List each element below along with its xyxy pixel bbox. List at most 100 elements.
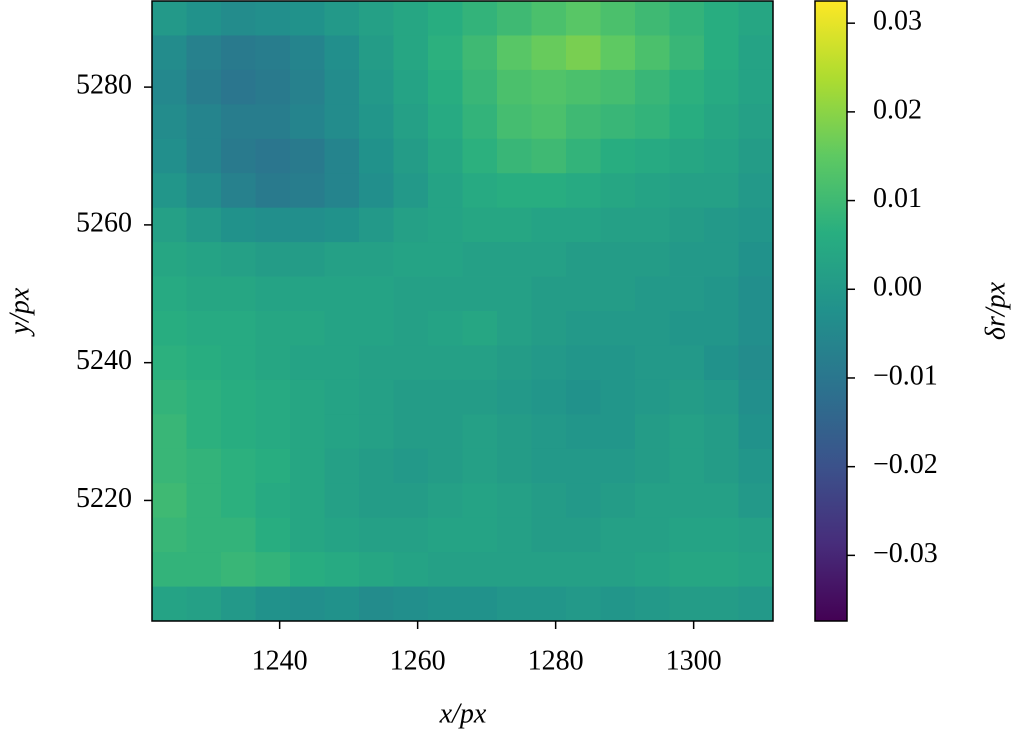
heatmap-cell: [393, 311, 429, 346]
heatmap-cell: [462, 69, 498, 105]
heatmap-cell: [738, 276, 774, 312]
heatmap-cell: [704, 586, 739, 622]
heatmap-cell: [566, 345, 601, 381]
heatmap-cell: [462, 207, 498, 243]
heatmap-cell: [531, 448, 567, 484]
colorbar: [814, 0, 848, 622]
heatmap-cell: [359, 345, 394, 381]
heatmap-cell: [324, 517, 360, 553]
heatmap-cell: [255, 35, 291, 71]
heatmap-cell: [428, 311, 463, 346]
heatmap-cell: [462, 448, 498, 484]
heatmap-cell: [462, 345, 498, 381]
heatmap-cell: [462, 414, 498, 450]
heatmap-cell: [255, 1, 291, 36]
heatmap-cell: [359, 1, 394, 36]
heatmap-cell: [393, 552, 429, 587]
heatmap-cell: [186, 483, 222, 519]
heatmap-cell: [393, 173, 429, 209]
heatmap-cell: [152, 104, 187, 140]
heatmap-cell: [221, 207, 256, 243]
heatmap-cell: [635, 35, 670, 71]
heatmap-cell: [738, 345, 774, 381]
heatmap-cell: [255, 448, 291, 484]
heatmap-cell: [152, 242, 187, 277]
heatmap-cell: [324, 276, 360, 312]
heatmap-cell: [497, 1, 532, 36]
heatmap-cell: [497, 104, 532, 140]
heatmap-cell: [600, 345, 636, 381]
heatmap-cell: [704, 104, 739, 140]
heatmap-cell: [152, 35, 187, 71]
heatmap-cell: [462, 276, 498, 312]
heatmap-cell: [600, 483, 636, 519]
heatmap-cell: [497, 517, 532, 553]
x-tick-label: 1300: [666, 645, 722, 676]
heatmap-cell: [635, 586, 670, 622]
heatmap-cell: [324, 1, 360, 36]
heatmap-cell: [290, 69, 325, 105]
heatmap-cell: [359, 138, 394, 174]
heatmap-cell: [531, 379, 567, 415]
heatmap-cell: [738, 35, 774, 71]
heatmap-cell: [669, 517, 705, 553]
x-tick-label: 1280: [528, 645, 584, 676]
heatmap-cell: [359, 69, 394, 105]
heatmap-cell: [738, 138, 774, 174]
heatmap-cell: [669, 207, 705, 243]
heatmap-cell: [566, 276, 601, 312]
heatmap-cell: [221, 311, 256, 346]
heatmap-cell: [669, 586, 705, 622]
heatmap-cell: [428, 517, 463, 553]
colorbar-tick-label: 0.02: [873, 94, 922, 125]
heatmap-cell: [635, 345, 670, 381]
heatmap-cell: [255, 345, 291, 381]
heatmap-cell: [255, 138, 291, 174]
heatmap-cell: [221, 552, 256, 587]
y-tick-label: 5220: [76, 483, 132, 514]
heatmap-cell: [600, 207, 636, 243]
heatmap-cell: [393, 448, 429, 484]
heatmap-cell: [290, 173, 325, 209]
heatmap-cell: [221, 1, 256, 36]
heatmap-cell: [704, 69, 739, 105]
heatmap-cell: [566, 207, 601, 243]
heatmap-cell: [704, 1, 739, 36]
heatmap-cell: [497, 138, 532, 174]
heatmap-cell: [566, 104, 601, 140]
heatmap-cell: [290, 345, 325, 381]
heatmap-cell: [393, 483, 429, 519]
heatmap-cell: [255, 104, 291, 140]
x-tick-label: 1260: [390, 645, 446, 676]
colorbar-label: δr/px: [980, 281, 1011, 340]
heatmap-cell: [359, 586, 394, 622]
heatmap-cell: [290, 311, 325, 346]
heatmap-cell: [738, 379, 774, 415]
heatmap-cell: [152, 276, 187, 312]
heatmap-cell: [290, 517, 325, 553]
heatmap-cell: [359, 379, 394, 415]
heatmap-cell: [393, 138, 429, 174]
heatmap-cell: [635, 104, 670, 140]
heatmap-cell: [738, 517, 774, 553]
heatmap-cell: [497, 552, 532, 587]
heatmap-cell: [186, 173, 222, 209]
heatmap-cell: [462, 483, 498, 519]
heatmap-cell: [531, 1, 567, 36]
heatmap-cell: [359, 207, 394, 243]
colorbar-tick-label: −0.01: [873, 360, 938, 391]
heatmap-cell: [566, 311, 601, 346]
heatmap-cell: [669, 35, 705, 71]
heatmap-cell: [531, 276, 567, 312]
heatmap-cell: [255, 552, 291, 587]
y-tick-label: 5240: [76, 345, 132, 376]
heatmap-cell: [290, 586, 325, 622]
heatmap-cell: [738, 242, 774, 277]
heatmap-cell: [600, 276, 636, 312]
heatmap-cell: [635, 311, 670, 346]
heatmap-cell: [324, 414, 360, 450]
heatmap-cell: [704, 207, 739, 243]
heatmap-cell: [600, 448, 636, 484]
heatmap-cell: [221, 69, 256, 105]
colorbar-tick-label: −0.02: [873, 449, 938, 480]
